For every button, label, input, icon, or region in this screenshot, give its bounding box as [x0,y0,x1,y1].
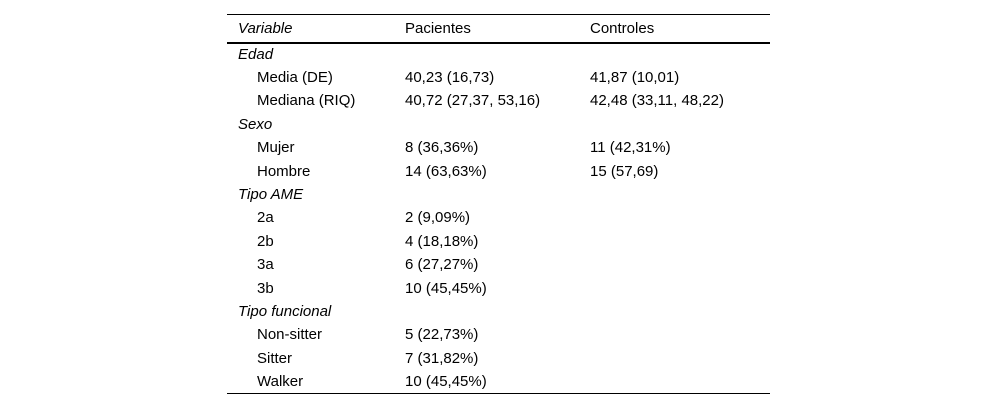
controles-value: 41,87 (10,01) [590,69,680,87]
column-header-variable: Variable [238,19,293,37]
pacientes-value: 40,23 (16,73) [405,69,495,87]
controles-value [590,323,770,346]
statistics-table-container: Variable Pacientes Controles Edad Media (… [227,14,770,394]
pacientes-value [405,183,590,206]
pacientes-value: 40,72 (27,37, 53,16) [405,92,541,110]
row-label: 3a [257,256,274,274]
section-row: Edad [227,43,770,66]
pacientes-value [405,43,590,66]
pacientes-value: 2 (9,09%) [405,209,471,227]
controles-value [590,183,770,206]
row-label: Hombre [257,162,311,180]
pacientes-value: 5 (22,73%) [405,326,479,344]
row-label: Mujer [257,139,295,157]
column-header-pacientes: Pacientes [405,19,471,37]
controles-value [590,113,770,136]
table-row: Media (DE) 40,23 (16,73) 41,87 (10,01) [227,66,770,89]
controles-value [590,206,770,229]
table-row: 2b 4 (18,18%) [227,230,770,253]
controles-value [590,276,770,299]
controles-value: 15 (57,69) [590,162,659,180]
pacientes-value: 7 (31,82%) [405,349,479,367]
row-label: Tipo AME [238,186,304,204]
pacientes-value: 6 (27,27%) [405,256,479,274]
controles-value [590,370,770,393]
pacientes-value: 10 (45,45%) [405,372,487,390]
controles-value [590,43,770,66]
controles-value: 42,48 (33,11, 48,22) [590,92,724,110]
table-row: Sitter 7 (31,82%) [227,347,770,370]
pacientes-value: 10 (45,45%) [405,279,487,297]
controles-value: 11 (42,31%) [590,139,671,157]
table-row: Hombre 14 (63,63%) 15 (57,69) [227,159,770,182]
row-label: 2a [257,209,274,227]
row-label: Mediana (RIQ) [257,92,356,110]
controles-value [590,253,770,276]
table-row: Walker 10 (45,45%) [227,370,770,393]
section-row: Tipo funcional [227,300,770,323]
row-label: Sitter [257,349,293,367]
section-row: Tipo AME [227,183,770,206]
row-label: 3b [257,279,274,297]
pacientes-value: 8 (36,36%) [405,139,479,157]
table-row: Mediana (RIQ) 40,72 (27,37, 53,16) 42,48 (… [227,89,770,112]
row-label: Sexo [238,115,273,133]
pacientes-value [405,113,590,136]
row-label: 2b [257,232,274,250]
pacientes-value: 14 (63,63%) [405,162,487,180]
table-row: 3b 10 (45,45%) [227,276,770,299]
table-row: Non-sitter 5 (22,73%) [227,323,770,346]
controles-value [590,230,770,253]
header-row: Variable Pacientes Controles [227,15,770,43]
controles-value [590,347,770,370]
row-label: Tipo funcional [238,302,332,320]
row-label: Edad [238,46,274,64]
table-row: Mujer 8 (36,36%) 11 (42,31%) [227,136,770,159]
pacientes-value: 4 (18,18%) [405,232,479,250]
table-header: Variable Pacientes Controles [227,15,770,43]
table-body: Edad Media (DE) 40,23 (16,73) 41,87 (10,01)… [227,43,770,394]
row-label: Media (DE) [257,69,333,87]
pacientes-value [405,300,590,323]
row-label: Walker [257,372,304,390]
column-header-controles: Controles [590,19,655,37]
table-row: 2a 2 (9,09%) [227,206,770,229]
section-row: Sexo [227,113,770,136]
table-row: 3a 6 (27,27%) [227,253,770,276]
row-label: Non-sitter [257,326,323,344]
statistics-table: Variable Pacientes Controles Edad Media (… [227,14,770,394]
controles-value [590,300,770,323]
